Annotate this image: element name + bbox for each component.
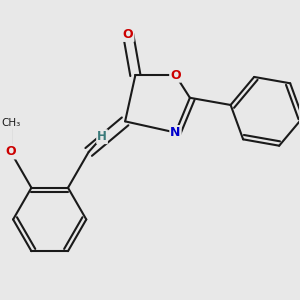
Text: O: O (170, 69, 181, 82)
Text: CH₃: CH₃ (1, 118, 20, 128)
Text: H: H (97, 130, 107, 143)
Text: O: O (5, 146, 16, 158)
Text: N: N (170, 126, 181, 139)
Text: O: O (123, 28, 134, 41)
